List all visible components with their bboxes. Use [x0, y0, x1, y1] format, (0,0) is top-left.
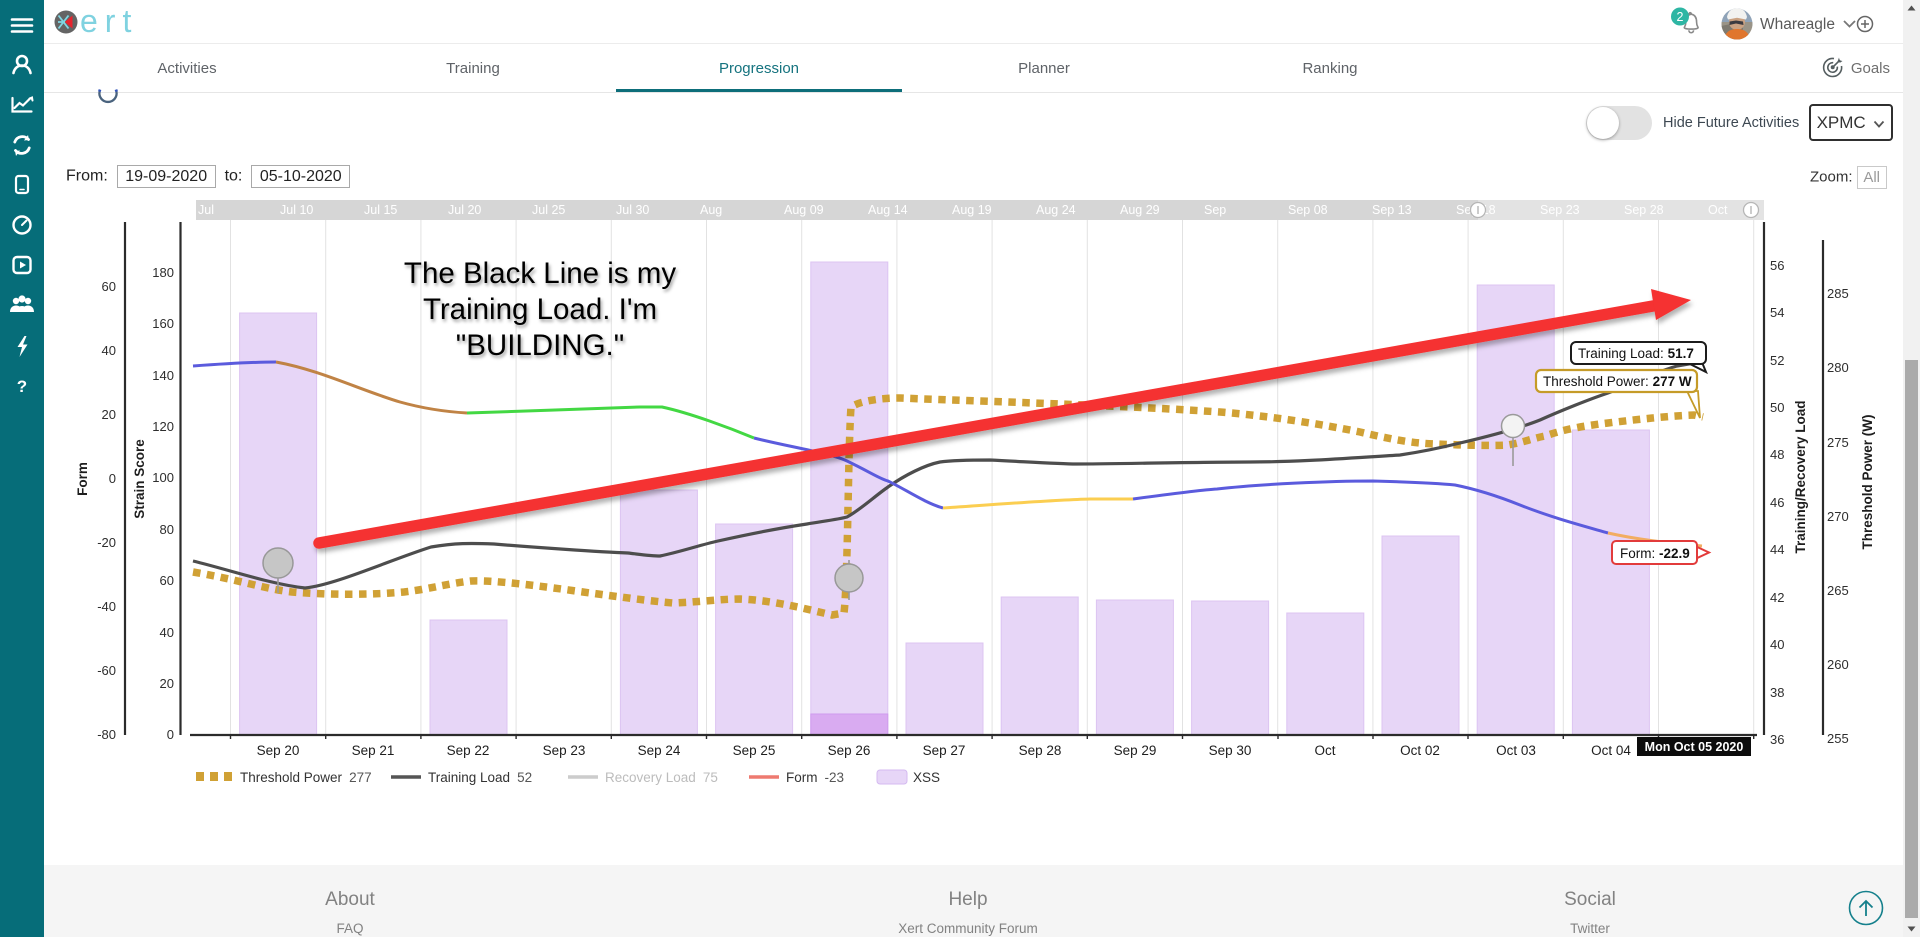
- svg-text:Threshold Power (W): Threshold Power (W): [1860, 415, 1875, 550]
- svg-text:56: 56: [1770, 258, 1784, 273]
- svg-text:Oct: Oct: [1708, 203, 1728, 217]
- svg-text:36: 36: [1770, 732, 1784, 747]
- svg-text:40: 40: [102, 343, 116, 358]
- svg-text:Sep 23: Sep 23: [543, 743, 586, 758]
- svg-text:60: 60: [102, 279, 116, 294]
- svg-text:-20: -20: [97, 535, 116, 550]
- svg-text:Sep 22: Sep 22: [447, 743, 490, 758]
- svg-text:265: 265: [1827, 583, 1849, 598]
- svg-text:Form-23: Form -23: [786, 770, 844, 785]
- svg-text:Sep 23: Sep 23: [1540, 203, 1580, 217]
- svg-text:52: 52: [1770, 353, 1784, 368]
- svg-text:Form: -22.9: Form: -22.9: [1620, 546, 1690, 561]
- svg-text:Mon Oct 05 2020: Mon Oct 05 2020: [1645, 740, 1744, 754]
- svg-text:Sep: Sep: [1204, 203, 1226, 217]
- svg-text:-60: -60: [97, 663, 116, 678]
- svg-text:Sep 20: Sep 20: [257, 743, 300, 758]
- svg-text:Strain Score: Strain Score: [132, 439, 147, 519]
- svg-text:Jul 25: Jul 25: [532, 203, 565, 217]
- svg-text:Sep 28: Sep 28: [1019, 743, 1062, 758]
- svg-text:20: 20: [102, 407, 116, 422]
- svg-text:48: 48: [1770, 447, 1784, 462]
- svg-text:40: 40: [1770, 637, 1784, 652]
- svg-text:Training/Recovery Load: Training/Recovery Load: [1793, 400, 1808, 553]
- svg-text:120: 120: [152, 419, 174, 434]
- svg-text:46: 46: [1770, 495, 1784, 510]
- svg-text:180: 180: [152, 265, 174, 280]
- svg-text:Sep 13: Sep 13: [1372, 203, 1412, 217]
- svg-text:Sep 27: Sep 27: [923, 743, 966, 758]
- svg-text:50: 50: [1770, 400, 1784, 415]
- svg-text:Aug 09: Aug 09: [784, 203, 824, 217]
- svg-text:100: 100: [152, 470, 174, 485]
- svg-text:285: 285: [1827, 286, 1849, 301]
- svg-text:ert: ert: [80, 3, 138, 39]
- svg-text:Aug: Aug: [700, 203, 722, 217]
- svg-text:?: ?: [17, 377, 27, 396]
- svg-text:160: 160: [152, 316, 174, 331]
- svg-text:Sep 21: Sep 21: [352, 743, 395, 758]
- svg-text:Oct: Oct: [1314, 743, 1335, 758]
- svg-text:Sep 24: Sep 24: [638, 743, 681, 758]
- svg-text:Aug 14: Aug 14: [868, 203, 908, 217]
- svg-text:80: 80: [160, 522, 174, 537]
- svg-text:Oct 02: Oct 02: [1400, 743, 1440, 758]
- svg-text:Sep 26: Sep 26: [828, 743, 871, 758]
- svg-text:Threshold Power: 277 W: Threshold Power: 277 W: [1543, 374, 1692, 389]
- svg-text:Jul 20: Jul 20: [448, 203, 481, 217]
- svg-text:-40: -40: [97, 599, 116, 614]
- svg-text:-80: -80: [97, 727, 116, 742]
- svg-text:Training Load. I'm: Training Load. I'm: [423, 293, 657, 326]
- svg-text:Sep 28: Sep 28: [1624, 203, 1664, 217]
- svg-text:0: 0: [167, 727, 174, 742]
- svg-text:60: 60: [160, 573, 174, 588]
- svg-text:140: 140: [152, 368, 174, 383]
- svg-text:275: 275: [1827, 435, 1849, 450]
- svg-text:Sep 25: Sep 25: [733, 743, 776, 758]
- svg-text:"BUILDING.": "BUILDING.": [456, 329, 624, 362]
- svg-text:Jul 10: Jul 10: [280, 203, 313, 217]
- svg-text:20: 20: [160, 676, 174, 691]
- svg-text:Jul 15: Jul 15: [364, 203, 397, 217]
- svg-text:42: 42: [1770, 590, 1784, 605]
- svg-text:40: 40: [160, 625, 174, 640]
- svg-text:Oct 03: Oct 03: [1496, 743, 1536, 758]
- svg-text:Aug 24: Aug 24: [1036, 203, 1076, 217]
- svg-text:280: 280: [1827, 360, 1849, 375]
- svg-text:Whareagle: Whareagle: [1760, 16, 1835, 33]
- svg-text:Sep 29: Sep 29: [1114, 743, 1157, 758]
- svg-text:44: 44: [1770, 542, 1784, 557]
- svg-text:Sep 08: Sep 08: [1288, 203, 1328, 217]
- svg-text:Jul 30: Jul 30: [616, 203, 649, 217]
- svg-text:Training Load: 51.7: Training Load: 51.7: [1578, 346, 1694, 361]
- svg-text:Oct 04: Oct 04: [1591, 743, 1631, 758]
- svg-text:270: 270: [1827, 509, 1849, 524]
- svg-text:The Black Line is my: The Black Line is my: [404, 257, 676, 290]
- svg-text:255: 255: [1827, 731, 1849, 746]
- svg-text:260: 260: [1827, 657, 1849, 672]
- svg-text:0: 0: [109, 471, 116, 486]
- svg-text:Aug 29: Aug 29: [1120, 203, 1160, 217]
- svg-text:Sep 30: Sep 30: [1209, 743, 1252, 758]
- svg-text:XSS: XSS: [913, 770, 940, 785]
- svg-text:54: 54: [1770, 305, 1784, 320]
- svg-text:Aug 19: Aug 19: [952, 203, 992, 217]
- svg-text:2: 2: [1677, 10, 1684, 24]
- svg-text:Jul: Jul: [198, 203, 214, 217]
- svg-text:Form: Form: [75, 462, 90, 496]
- svg-text:38: 38: [1770, 685, 1784, 700]
